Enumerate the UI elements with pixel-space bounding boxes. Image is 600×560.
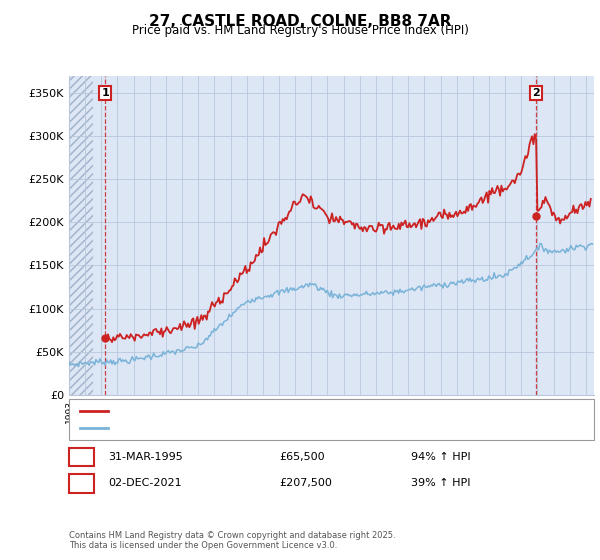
Text: 1: 1 bbox=[77, 450, 86, 464]
Text: 02-DEC-2021: 02-DEC-2021 bbox=[108, 478, 182, 488]
Text: 27, CASTLE ROAD, COLNE, BB8 7AR (semi-detached house): 27, CASTLE ROAD, COLNE, BB8 7AR (semi-de… bbox=[114, 405, 425, 416]
Text: HPI: Average price, semi-detached house, Pendle: HPI: Average price, semi-detached house,… bbox=[114, 423, 371, 433]
Text: 2: 2 bbox=[77, 477, 86, 490]
Text: 31-MAR-1995: 31-MAR-1995 bbox=[108, 452, 183, 462]
Text: 1: 1 bbox=[101, 88, 109, 98]
Text: 2: 2 bbox=[532, 88, 540, 98]
Text: Contains HM Land Registry data © Crown copyright and database right 2025.
This d: Contains HM Land Registry data © Crown c… bbox=[69, 531, 395, 550]
Text: £207,500: £207,500 bbox=[279, 478, 332, 488]
Text: 39% ↑ HPI: 39% ↑ HPI bbox=[411, 478, 470, 488]
Bar bbox=[69, 76, 93, 395]
Text: 94% ↑ HPI: 94% ↑ HPI bbox=[411, 452, 470, 462]
Text: £65,500: £65,500 bbox=[279, 452, 325, 462]
Text: 27, CASTLE ROAD, COLNE, BB8 7AR: 27, CASTLE ROAD, COLNE, BB8 7AR bbox=[149, 14, 451, 29]
Text: Price paid vs. HM Land Registry's House Price Index (HPI): Price paid vs. HM Land Registry's House … bbox=[131, 24, 469, 37]
